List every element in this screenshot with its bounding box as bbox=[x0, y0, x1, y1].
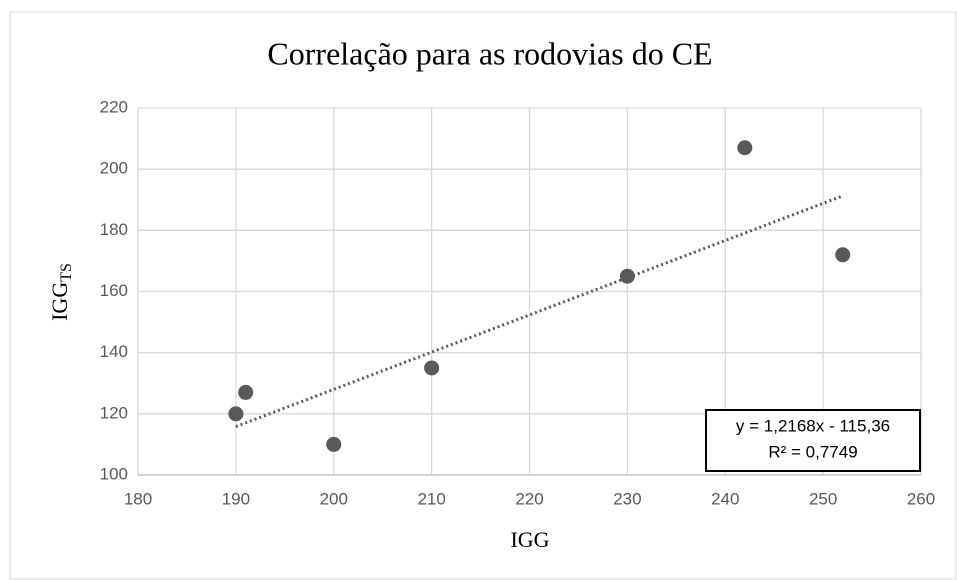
trendline-equation: y = 1,2168x - 115,36 bbox=[736, 416, 890, 435]
x-tick-label: 260 bbox=[907, 489, 935, 508]
y-tick-label: 160 bbox=[100, 281, 128, 300]
data-point bbox=[326, 436, 342, 452]
equation-box bbox=[705, 409, 921, 472]
trendline bbox=[235, 194, 844, 428]
trendline-r2: R² = 0,7749 bbox=[768, 442, 857, 461]
chart-frame bbox=[9, 11, 957, 580]
data-point bbox=[835, 247, 851, 263]
x-tick-label: 230 bbox=[613, 489, 641, 508]
x-tick-label: 250 bbox=[809, 489, 837, 508]
data-point bbox=[737, 140, 753, 156]
x-axis-label: IGG bbox=[510, 527, 549, 552]
data-point bbox=[424, 360, 440, 376]
y-axis-label-sub: TS bbox=[58, 263, 75, 282]
x-tick-label: 180 bbox=[124, 489, 152, 508]
chart-title: Correlação para as rodovias do CE bbox=[267, 35, 712, 71]
y-tick-label: 200 bbox=[100, 159, 128, 178]
x-tick-label: 220 bbox=[515, 489, 543, 508]
y-axis-label: IGGTS bbox=[47, 263, 75, 321]
y-tick-label: 120 bbox=[100, 403, 128, 422]
data-point bbox=[619, 268, 635, 284]
y-axis-label-main: IGG bbox=[47, 282, 72, 321]
y-tick-label: 220 bbox=[100, 97, 128, 116]
y-tick-label: 100 bbox=[100, 464, 128, 483]
y-tick-label: 140 bbox=[100, 342, 128, 361]
x-tick-label: 200 bbox=[320, 489, 348, 508]
x-tick-label: 190 bbox=[222, 489, 250, 508]
x-tick-label: 210 bbox=[417, 489, 445, 508]
data-point bbox=[238, 384, 254, 400]
x-tick-label: 240 bbox=[711, 489, 739, 508]
data-point bbox=[228, 406, 244, 422]
y-tick-label: 180 bbox=[100, 220, 128, 239]
